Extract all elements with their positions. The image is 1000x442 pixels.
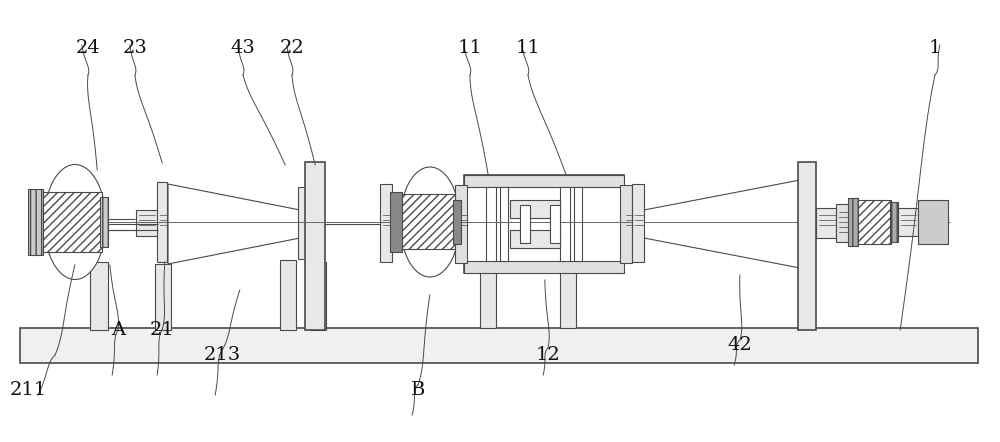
Polygon shape xyxy=(644,180,800,268)
Bar xyxy=(486,187,496,261)
Bar xyxy=(20,328,978,363)
Bar xyxy=(520,205,530,243)
Text: 21: 21 xyxy=(150,321,174,339)
Bar xyxy=(560,187,570,261)
Bar xyxy=(100,197,108,247)
Bar xyxy=(574,187,582,261)
Bar xyxy=(464,175,624,187)
Ellipse shape xyxy=(400,167,460,277)
Bar xyxy=(798,162,816,330)
Bar xyxy=(136,210,158,236)
Text: 211: 211 xyxy=(9,381,47,399)
Bar xyxy=(632,184,644,262)
Text: 22: 22 xyxy=(280,39,304,57)
Bar xyxy=(42,192,102,252)
Text: 1: 1 xyxy=(929,39,941,57)
Bar xyxy=(310,262,326,330)
Bar xyxy=(550,205,560,243)
Bar xyxy=(155,264,171,330)
Polygon shape xyxy=(168,184,300,264)
Text: 11: 11 xyxy=(516,39,540,57)
Bar xyxy=(464,261,624,273)
Bar xyxy=(280,260,296,330)
Text: 43: 43 xyxy=(231,39,255,57)
Bar xyxy=(157,182,167,262)
Text: 24: 24 xyxy=(76,39,100,57)
Text: 42: 42 xyxy=(728,336,752,354)
Text: 213: 213 xyxy=(203,346,241,364)
Text: A: A xyxy=(111,321,125,339)
Bar xyxy=(400,194,455,249)
Bar xyxy=(453,200,461,244)
Bar xyxy=(560,264,576,328)
Text: B: B xyxy=(411,381,425,399)
Bar xyxy=(480,264,496,328)
Bar xyxy=(390,192,402,252)
Bar xyxy=(28,189,43,255)
Bar xyxy=(500,187,508,261)
Bar xyxy=(464,175,624,273)
Bar xyxy=(898,208,918,236)
Text: 12: 12 xyxy=(536,346,560,364)
Text: 11: 11 xyxy=(458,39,482,57)
Bar xyxy=(510,200,560,218)
Bar xyxy=(890,202,898,242)
Bar xyxy=(816,208,836,238)
Bar xyxy=(510,230,560,248)
Bar xyxy=(380,184,392,262)
Ellipse shape xyxy=(44,164,106,279)
Bar xyxy=(305,162,325,330)
Bar xyxy=(90,262,108,330)
Bar xyxy=(918,200,948,244)
Bar xyxy=(620,185,632,263)
Bar xyxy=(455,185,467,263)
Bar xyxy=(298,187,308,259)
Text: 23: 23 xyxy=(123,39,147,57)
Bar xyxy=(856,200,891,244)
Bar xyxy=(836,204,856,242)
Bar xyxy=(848,198,858,246)
